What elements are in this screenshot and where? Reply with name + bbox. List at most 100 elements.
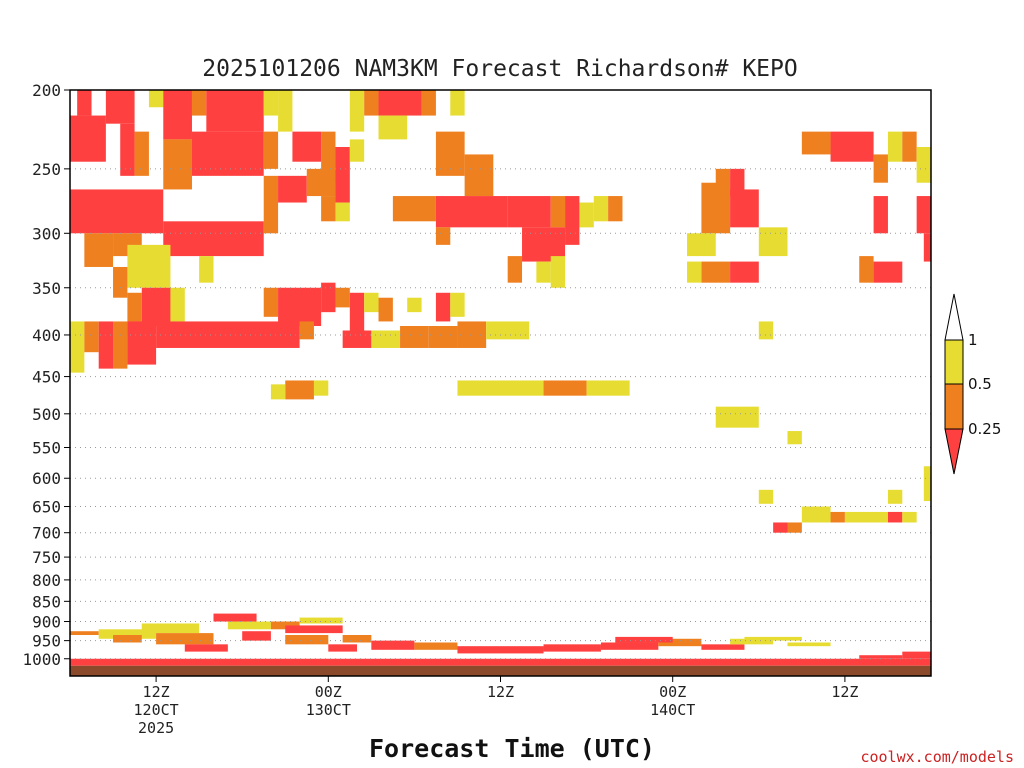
heatmap-cell	[923, 233, 931, 262]
heatmap-cell	[801, 131, 831, 155]
heatmap-cell	[263, 131, 279, 169]
heatmap-cell	[349, 139, 365, 162]
heatmap-cell	[593, 196, 609, 222]
heatmap-cell	[227, 621, 271, 630]
heatmap-cell	[715, 168, 731, 197]
heatmap-cell	[127, 321, 157, 365]
heatmap-cell	[191, 131, 264, 176]
heatmap-cell	[421, 90, 436, 116]
ground-band	[70, 665, 931, 676]
heatmap-cell	[120, 123, 135, 176]
y-tick-label: 450	[32, 368, 61, 387]
heatmap-cell	[787, 522, 802, 533]
heatmap-cell	[730, 638, 774, 645]
heatmap-cell	[163, 90, 192, 140]
heatmap-cell	[263, 175, 279, 234]
pressure-gridlines	[70, 168, 931, 660]
heatmap-cell	[285, 635, 329, 645]
heatmap-cell	[84, 321, 99, 353]
heatmap-cell	[543, 380, 587, 396]
heatmap-cell	[400, 326, 429, 348]
heatmap-cell	[830, 131, 874, 162]
heatmap-cell	[859, 256, 874, 283]
heatmap-cell	[349, 292, 365, 331]
y-axis-ticks: 200 250 300 350 400 450 500 550 600 650 700 750 800 8…	[22, 81, 70, 669]
heatmap-cell	[507, 196, 551, 228]
x-tick-label: 12Z	[487, 683, 514, 701]
heatmap-cell	[615, 636, 673, 643]
heatmap-cell	[457, 646, 501, 654]
heatmap-cell	[600, 642, 659, 650]
y-tick-label: 850	[32, 592, 61, 611]
y-tick-label: 550	[32, 438, 61, 457]
heatmap-cell	[206, 90, 264, 132]
heatmap-cell	[335, 202, 350, 222]
heatmap-cell	[844, 511, 888, 523]
y-tick-label: 300	[32, 224, 61, 243]
heatmap-cell	[70, 321, 85, 373]
heatmap-cell	[285, 380, 314, 400]
legend-swatch-below-0.25	[944, 428, 964, 475]
legend-label: 0.5	[968, 375, 992, 393]
heatmap-cell	[335, 287, 350, 308]
heatmap-cell	[141, 623, 200, 634]
y-tick-label: 750	[32, 548, 61, 567]
heatmap-cell	[213, 613, 257, 622]
heatmap-cell	[450, 292, 465, 317]
legend-swatch-above-1	[944, 293, 964, 341]
y-tick-label: 200	[32, 81, 61, 100]
y-tick-label: 350	[32, 279, 61, 298]
heatmap-cell	[715, 406, 759, 428]
heatmap-cell	[371, 330, 401, 348]
heatmap-cell	[435, 227, 451, 245]
heatmap-cell	[292, 131, 322, 162]
heatmap-cell	[873, 261, 903, 283]
heatmap-cell	[859, 655, 903, 659]
heatmap-cell	[916, 196, 931, 234]
heatmap-cell	[457, 321, 487, 348]
heatmap-cell	[744, 636, 802, 641]
heatmap-cell	[113, 266, 128, 298]
chart-title: 2025101206 NAM3KM Forecast Richardson# K…	[202, 56, 797, 82]
heatmap-cell	[378, 90, 422, 116]
heatmap-cell	[773, 522, 788, 533]
x-tick-label: 00Z	[659, 683, 686, 701]
y-tick-label: 950	[32, 632, 61, 651]
heatmap-cell	[378, 297, 393, 322]
heatmap-cell	[801, 506, 831, 523]
heatmap-cell	[902, 131, 917, 162]
heatmap-cell	[127, 244, 171, 288]
heatmap-cell	[730, 261, 759, 283]
heatmap-cell	[701, 644, 745, 650]
heatmap-cell	[270, 384, 286, 400]
heatmap-cell	[916, 146, 931, 183]
heatmap-cell	[113, 321, 128, 369]
heatmap-cell	[902, 651, 931, 659]
heatmap-cell	[141, 287, 171, 327]
heatmap-cell	[364, 90, 379, 116]
heatmap-cell	[335, 146, 350, 203]
heatmap-cell	[787, 431, 802, 445]
heatmap-cell	[105, 90, 135, 124]
heatmap-cell	[586, 380, 630, 396]
heatmap-cell	[263, 90, 279, 116]
heatmap-cell	[342, 330, 372, 348]
heatmap-cell	[435, 292, 451, 322]
heatmap-cell	[730, 168, 745, 197]
heatmap-cell	[902, 511, 917, 523]
heatmap-cell	[285, 625, 343, 634]
heatmap-cell	[263, 287, 279, 317]
heatmap-cell	[450, 90, 465, 116]
y-tick-label: 400	[32, 326, 61, 345]
heatmap-cell	[199, 256, 214, 283]
heatmap-cell	[70, 631, 99, 636]
x-tick-label: 140CT	[650, 701, 695, 719]
credit-link[interactable]: coolwx.com/models	[860, 748, 1014, 766]
heatmap-cell	[687, 261, 702, 283]
y-tick-label: 900	[32, 613, 61, 632]
y-tick-label: 1000	[22, 650, 61, 669]
heatmap-cell	[134, 131, 149, 176]
heatmap-cell	[486, 321, 530, 340]
